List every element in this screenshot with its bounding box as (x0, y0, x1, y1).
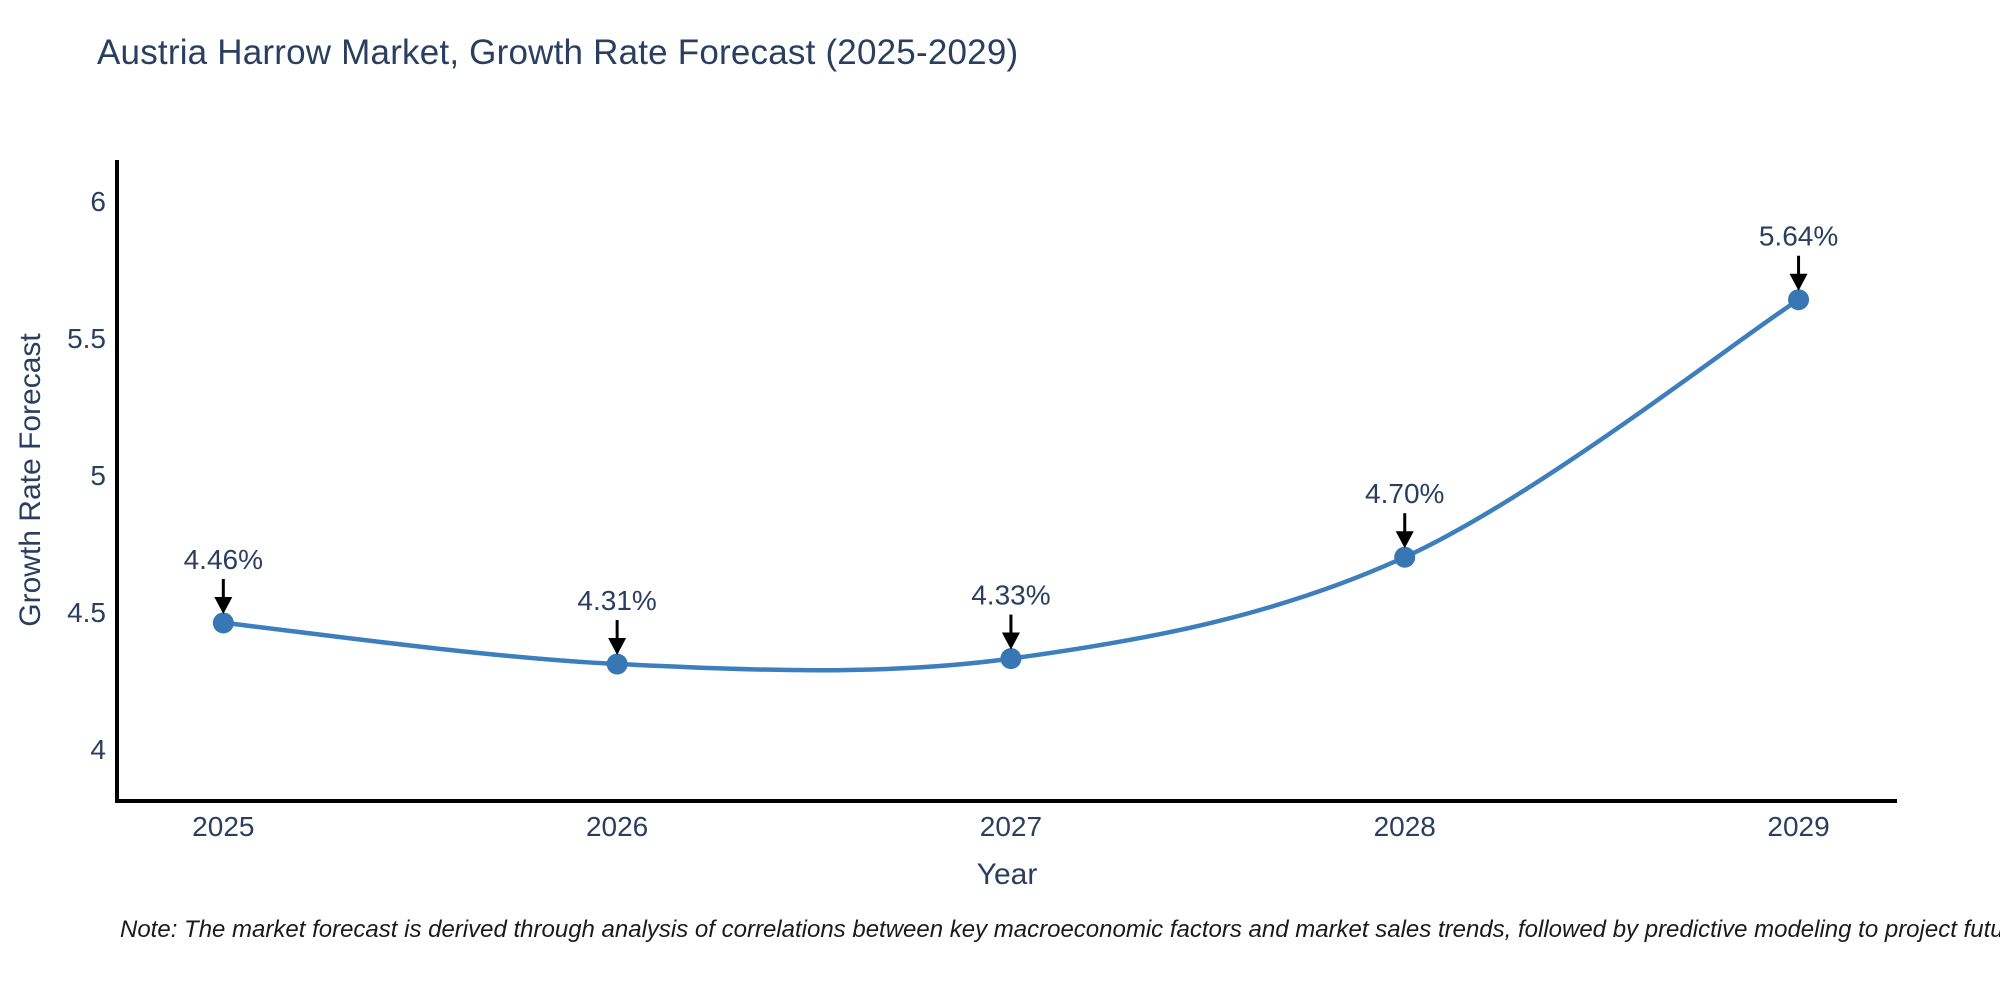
annotation-label: 4.31% (577, 585, 656, 616)
y-tick-label: 5 (90, 460, 106, 491)
y-tick-label: 4 (90, 734, 106, 765)
annotation-label: 4.70% (1365, 478, 1444, 509)
annotation-arrowhead (1789, 273, 1808, 291)
chart-title: Austria Harrow Market, Growth Rate Forec… (97, 33, 1019, 72)
x-tick-label: 2027 (980, 811, 1042, 842)
annotation-label: 5.64% (1759, 221, 1838, 252)
annotation-label: 4.33% (971, 580, 1050, 611)
y-tick-label: 6 (90, 186, 106, 217)
annotation-arrowhead (214, 596, 233, 614)
data-point-marker[interactable] (1394, 546, 1416, 568)
data-point-marker[interactable] (606, 653, 628, 675)
annotation-label: 4.46% (184, 544, 263, 575)
x-tick-label: 2029 (1767, 811, 1829, 842)
data-point-marker[interactable] (1788, 289, 1810, 311)
footnote: Note: The market forecast is derived thr… (120, 916, 2000, 943)
annotation-arrowhead (1001, 632, 1020, 650)
y-tick-label: 5.5 (67, 323, 106, 354)
annotation-arrowhead (1395, 531, 1414, 549)
x-tick-label: 2026 (586, 811, 648, 842)
annotation-arrowhead (608, 638, 627, 656)
data-point-marker[interactable] (1000, 648, 1022, 670)
y-axis-title: Growth Rate Forecast (14, 333, 47, 627)
x-axis-title: Year (976, 858, 1038, 891)
x-tick-label: 2028 (1374, 811, 1436, 842)
y-tick-label: 4.5 (67, 597, 106, 628)
x-tick-label: 2025 (192, 811, 254, 842)
data-point-marker[interactable] (212, 612, 234, 634)
